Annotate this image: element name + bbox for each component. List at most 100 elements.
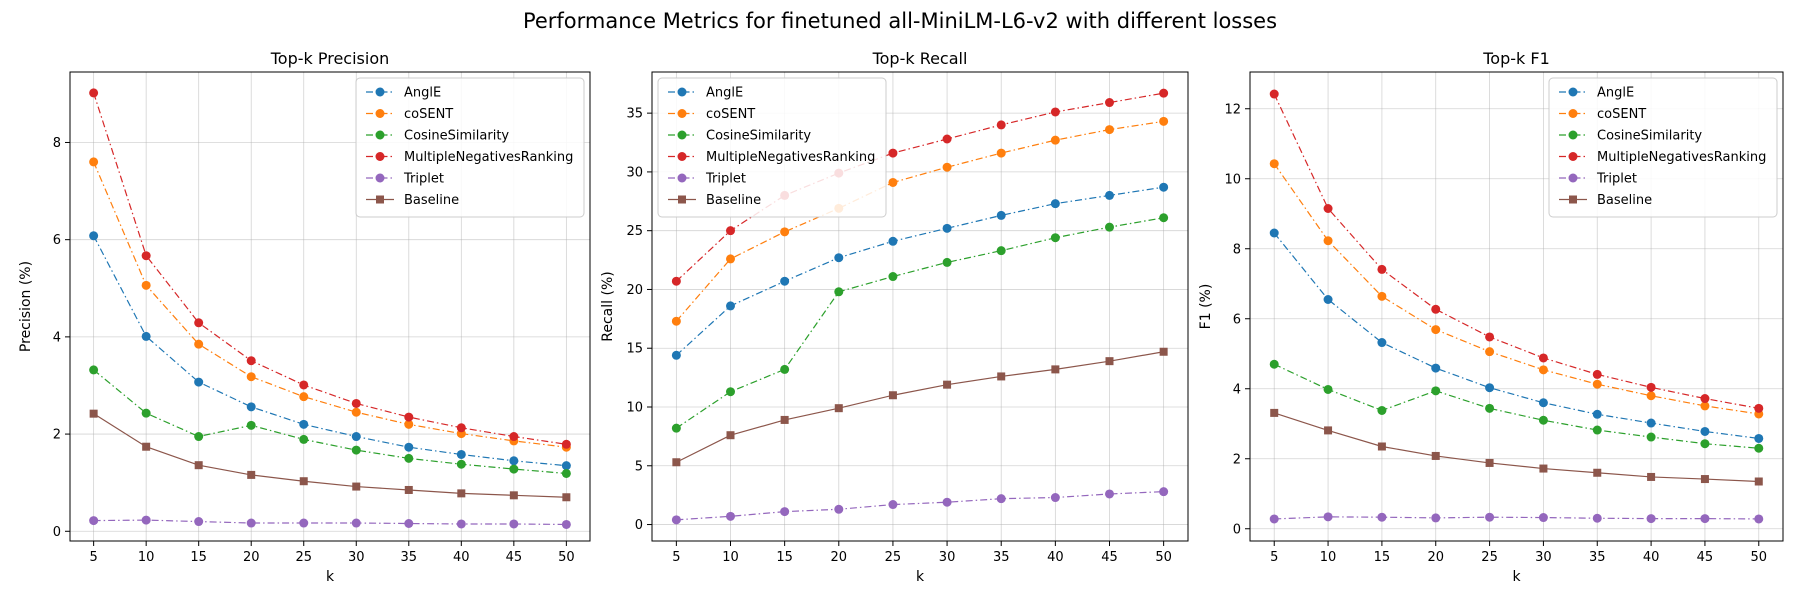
data-point: [1485, 512, 1495, 522]
data-point: [141, 280, 151, 290]
legend-entry-multiple-negatives-ranking: MultipleNegativesRanking: [366, 150, 573, 165]
data-point: [1269, 159, 1279, 169]
y-tick-label: 0: [53, 525, 61, 540]
data-point: [997, 372, 1006, 381]
x-tick-label: 25: [885, 550, 902, 565]
y-tick-label: 8: [1233, 242, 1241, 257]
data-point: [1104, 222, 1114, 232]
data-point: [404, 519, 414, 529]
data-point: [562, 493, 571, 502]
data-point: [1592, 425, 1602, 435]
data-point: [1431, 386, 1441, 396]
data-point: [141, 331, 151, 341]
data-point: [351, 398, 361, 408]
series-baseline: [672, 347, 1168, 467]
data-point: [1754, 477, 1763, 486]
data-point: [1646, 391, 1656, 401]
data-point: [834, 404, 843, 413]
data-point: [1104, 125, 1114, 135]
data-point: [726, 511, 736, 521]
series-angl-e: [89, 231, 571, 471]
data-point: [942, 497, 952, 507]
data-point: [1377, 442, 1386, 451]
x-tick-label: 25: [295, 550, 312, 565]
data-point: [299, 380, 309, 390]
data-point: [299, 419, 309, 429]
legend-label: AnglE: [1597, 86, 1634, 101]
data-point: [1646, 418, 1656, 428]
legend-label: Triplet: [1596, 172, 1637, 187]
data-point: [780, 507, 790, 517]
data-point: [671, 276, 681, 286]
y-tick-label: 6: [1233, 312, 1241, 327]
data-point: [1377, 264, 1387, 274]
data-point: [996, 120, 1006, 130]
legend-label: Triplet: [403, 172, 444, 187]
data-point: [1104, 190, 1114, 200]
data-point: [1050, 233, 1060, 243]
data-point: [1051, 365, 1060, 374]
legend: AnglE coSENT CosineSimilarity MultipleNegat…: [1548, 77, 1778, 218]
data-point: [834, 253, 844, 263]
legend-marker: [677, 130, 687, 140]
x-tick-label: 35: [1589, 550, 1606, 565]
series-line: [675, 186, 1164, 356]
y-tick-label: 6: [53, 233, 61, 248]
data-point: [1323, 236, 1333, 246]
legend-entry-triplet: Triplet: [366, 172, 444, 187]
data-point: [1700, 401, 1710, 411]
series-line: [1273, 232, 1759, 440]
data-point: [89, 231, 99, 241]
panel-title: Top-k Precision: [270, 49, 390, 68]
x-tick-label: 5: [672, 550, 680, 565]
data-point: [89, 88, 99, 98]
x-tick-label: 30: [939, 550, 956, 565]
data-point: [671, 515, 681, 525]
data-point: [1754, 443, 1764, 453]
y-axis-label: F1 (%): [1198, 284, 1214, 330]
x-tick-label: 30: [1535, 550, 1552, 565]
x-tick-label: 20: [1427, 550, 1444, 565]
y-tick-label: 35: [626, 107, 643, 122]
legend-label: CosineSimilarity: [706, 129, 811, 144]
data-point: [1323, 295, 1333, 304]
x-tick-label: 5: [89, 550, 97, 565]
series-triplet: [1269, 512, 1764, 524]
legend-entry-co-sent: coSENT: [668, 107, 755, 122]
data-point: [456, 423, 466, 433]
data-point: [1269, 359, 1279, 369]
legend-marker: [677, 109, 687, 118]
y-tick-label: 0: [635, 518, 643, 533]
series-line: [93, 92, 567, 445]
x-tick-label: 40: [453, 550, 470, 565]
data-point: [1431, 513, 1441, 523]
series-line: [676, 217, 1164, 429]
data-point: [942, 223, 952, 233]
x-tick-label: 45: [1697, 550, 1714, 565]
data-point: [1159, 487, 1169, 497]
legend-entry-angl-e: AnglE: [1559, 86, 1634, 101]
y-tick-label: 0: [1233, 522, 1241, 537]
series-multiple-negatives-ranking: [89, 88, 571, 449]
x-tick-label: 5: [1270, 550, 1278, 565]
legend-entry-multiple-negatives-ranking: MultipleNegativesRanking: [668, 150, 875, 165]
legend-label: coSENT: [706, 107, 755, 122]
y-tick-label: 15: [626, 342, 643, 357]
legend-label: Baseline: [404, 193, 459, 208]
series-line: [1273, 363, 1759, 449]
data-point: [1700, 394, 1710, 404]
data-point: [404, 442, 414, 452]
data-point: [89, 516, 99, 526]
x-tick-label: 10: [1320, 550, 1337, 565]
legend-entry-cosine-similarity: CosineSimilarity: [1559, 129, 1702, 144]
x-tick-label: 30: [348, 550, 365, 565]
series-cosine-similarity: [671, 213, 1169, 433]
data-point: [561, 468, 571, 478]
data-point: [726, 301, 736, 311]
series-baseline: [89, 409, 571, 502]
x-tick-label: 15: [776, 550, 793, 565]
data-point: [1050, 199, 1060, 209]
data-point: [1270, 408, 1279, 417]
data-point: [246, 518, 256, 528]
